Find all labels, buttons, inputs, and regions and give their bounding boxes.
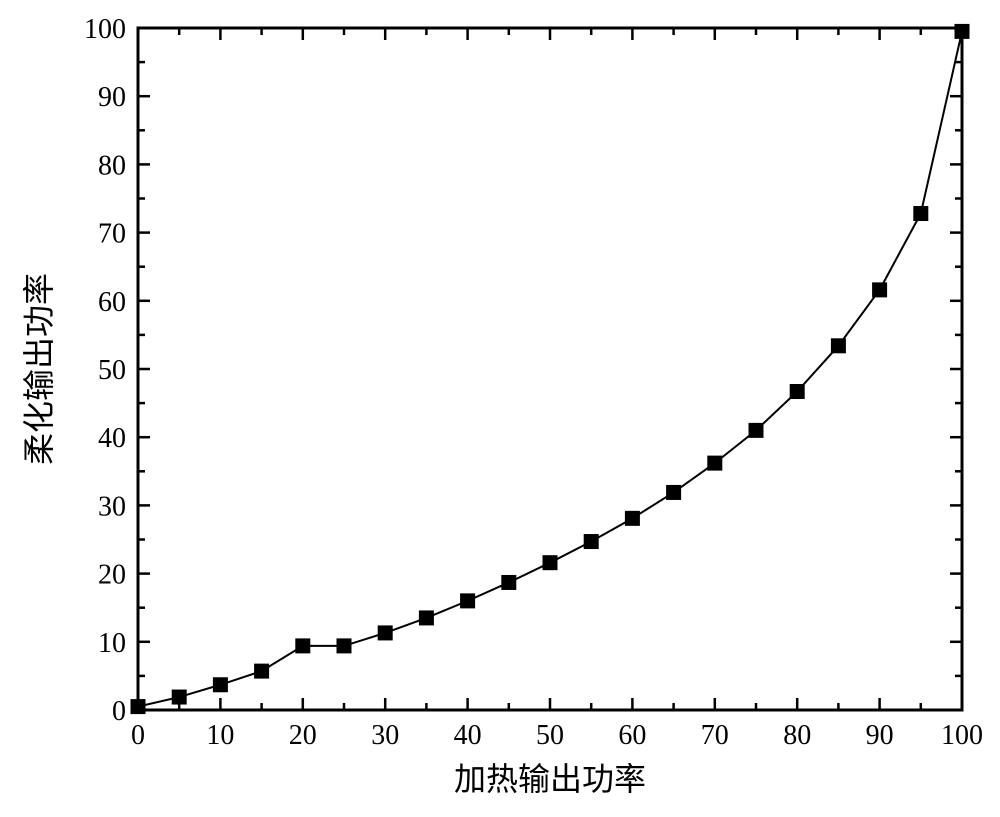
x-tick-label: 70 — [701, 720, 729, 751]
data-marker — [172, 690, 186, 704]
data-marker — [419, 611, 433, 625]
chart-container: 0 10 20 30 40 50 60 70 80 90 100 0 10 20 30 40 50 60 70 80 9… — [0, 0, 1000, 817]
x-tick-label: 0 — [131, 720, 145, 751]
data-marker — [625, 511, 639, 525]
y-tick-label: 40 — [98, 423, 126, 454]
data-marker — [955, 24, 969, 38]
y-tick-label: 0 — [112, 696, 126, 727]
x-tick-label: 60 — [618, 720, 646, 751]
y-tick-label: 30 — [98, 491, 126, 522]
data-marker — [914, 207, 928, 221]
y-tick-label: 10 — [98, 628, 126, 659]
x-tick-label: 50 — [536, 720, 564, 751]
data-marker — [255, 664, 269, 678]
y-axis-label: 柔化输出功率 — [21, 273, 57, 465]
data-marker — [461, 594, 475, 608]
x-tick-label: 40 — [454, 720, 482, 751]
y-tick-label: 50 — [98, 355, 126, 386]
x-tick-label: 80 — [783, 720, 811, 751]
y-tick-label: 60 — [98, 287, 126, 318]
data-marker — [790, 385, 804, 399]
data-marker — [337, 639, 351, 653]
x-axis-label: 加热输出功率 — [454, 761, 646, 797]
data-line — [138, 31, 962, 706]
y-tick-label: 70 — [98, 219, 126, 250]
x-tick-label: 100 — [941, 720, 983, 751]
data-marker — [584, 535, 598, 549]
x-tick-label: 20 — [289, 720, 317, 751]
data-marker — [378, 626, 392, 640]
y-tick-label: 100 — [84, 14, 126, 45]
x-tick-label: 10 — [206, 720, 234, 751]
data-marker — [708, 456, 722, 470]
data-marker — [749, 423, 763, 437]
x-tick-label: 90 — [866, 720, 894, 751]
y-tick-label: 80 — [98, 150, 126, 181]
data-marker — [296, 639, 310, 653]
y-tick-label: 20 — [98, 560, 126, 591]
line-chart: 0 10 20 30 40 50 60 70 80 90 100 0 10 20 30 40 50 60 70 80 9… — [0, 0, 1000, 817]
data-marker — [667, 485, 681, 499]
y-tick-label: 90 — [98, 82, 126, 113]
x-tick-label: 30 — [371, 720, 399, 751]
data-marker — [131, 700, 145, 714]
data-marker — [502, 575, 516, 589]
data-marker — [831, 339, 845, 353]
data-marker — [543, 556, 557, 570]
data-marker — [213, 678, 227, 692]
data-marker — [873, 283, 887, 297]
